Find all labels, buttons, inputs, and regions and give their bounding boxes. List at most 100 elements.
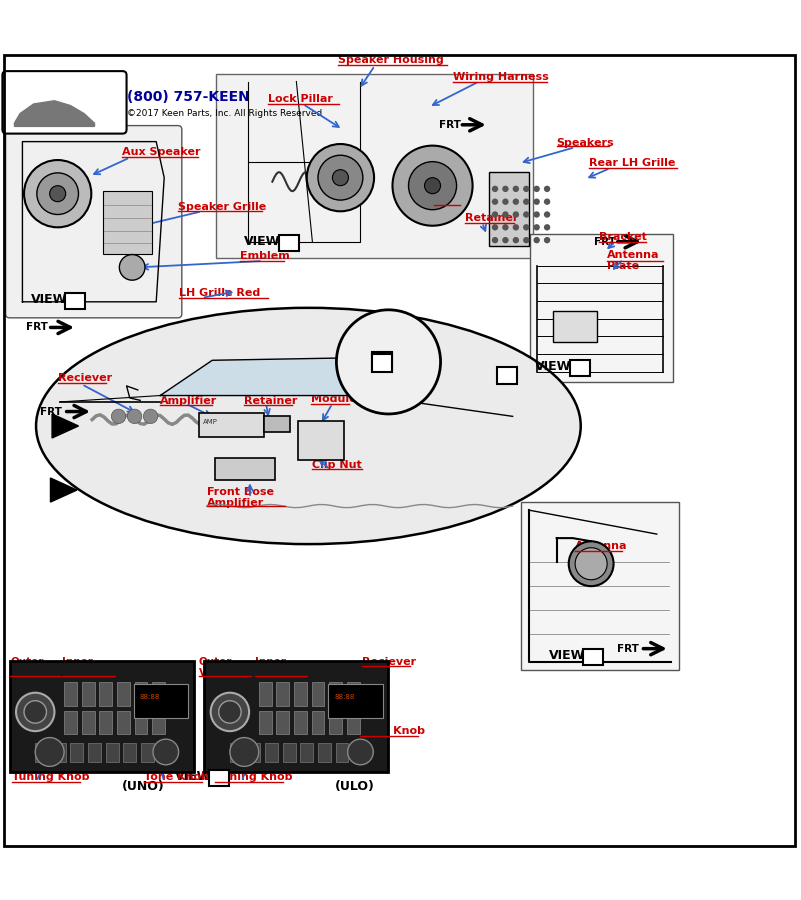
Text: FRT: FRT [617,644,638,653]
FancyBboxPatch shape [82,711,95,733]
FancyBboxPatch shape [123,743,136,762]
FancyBboxPatch shape [336,743,348,762]
FancyBboxPatch shape [209,770,229,787]
Text: Keen Parts: Keen Parts [22,83,115,98]
FancyBboxPatch shape [117,682,130,707]
FancyBboxPatch shape [497,366,517,384]
Text: Bracket: Bracket [599,232,647,242]
Circle shape [544,185,550,192]
Circle shape [153,739,179,765]
Text: Front Bose
Amplifier: Front Bose Amplifier [207,487,274,508]
FancyBboxPatch shape [329,711,342,733]
Text: Tuning Knob: Tuning Knob [215,772,292,782]
Circle shape [544,199,550,205]
FancyBboxPatch shape [264,417,290,432]
Text: ©2017 Keen Parts, Inc. All Rights Reserved: ©2017 Keen Parts, Inc. All Rights Reserv… [127,109,322,118]
FancyBboxPatch shape [259,682,272,707]
Circle shape [523,212,529,218]
Text: Wiring Harness: Wiring Harness [453,72,549,82]
Circle shape [119,255,145,280]
Text: (UNO): (UNO) [122,780,164,793]
FancyBboxPatch shape [230,743,243,762]
Circle shape [513,185,519,192]
Text: Amplifier: Amplifier [160,395,217,406]
Circle shape [544,224,550,230]
Circle shape [37,173,78,214]
Text: B: B [281,237,291,250]
Circle shape [513,212,519,218]
Text: Inner
Vol Knob: Inner Vol Knob [255,657,307,679]
FancyBboxPatch shape [553,311,597,342]
Text: FRT: FRT [439,120,461,130]
FancyBboxPatch shape [279,235,299,251]
Circle shape [523,185,529,192]
FancyBboxPatch shape [135,711,147,733]
Text: Antenna: Antenna [575,541,628,552]
Circle shape [533,212,540,218]
Text: VIEW: VIEW [549,649,585,662]
Circle shape [502,185,509,192]
Text: FRT: FRT [594,237,616,247]
Text: Reciever: Reciever [362,657,417,667]
Circle shape [513,237,519,243]
Text: B: B [373,356,383,368]
Text: A: A [67,294,77,308]
FancyBboxPatch shape [106,743,119,762]
Text: VIEW: VIEW [244,235,280,248]
FancyBboxPatch shape [53,743,66,762]
FancyBboxPatch shape [328,684,383,717]
FancyBboxPatch shape [294,711,307,733]
FancyBboxPatch shape [64,711,77,733]
Circle shape [318,155,363,200]
Circle shape [523,237,529,243]
Text: Speaker Housing: Speaker Housing [338,55,444,65]
Text: FRT: FRT [40,407,62,417]
Text: 88:88: 88:88 [139,694,159,699]
FancyBboxPatch shape [353,743,366,762]
FancyBboxPatch shape [312,682,324,707]
Text: C: C [572,362,581,374]
Text: VIEW: VIEW [175,770,211,783]
Circle shape [409,162,457,210]
FancyBboxPatch shape [372,354,392,372]
FancyBboxPatch shape [276,711,289,733]
FancyBboxPatch shape [215,458,275,481]
Circle shape [143,410,158,424]
Circle shape [513,199,519,205]
Circle shape [544,237,550,243]
FancyBboxPatch shape [88,743,101,762]
Circle shape [502,224,509,230]
Circle shape [502,237,509,243]
Text: A: A [306,440,313,450]
FancyBboxPatch shape [152,682,165,707]
Circle shape [492,224,498,230]
FancyBboxPatch shape [294,682,307,707]
FancyBboxPatch shape [35,743,48,762]
Text: Inner
Vol Knob: Inner Vol Knob [62,657,115,679]
Circle shape [336,310,441,414]
Text: Speakers: Speakers [557,138,614,148]
FancyBboxPatch shape [117,711,130,733]
FancyBboxPatch shape [2,71,127,133]
Text: D: D [586,650,596,663]
FancyBboxPatch shape [135,682,147,707]
Polygon shape [50,478,77,502]
Circle shape [569,541,614,586]
FancyBboxPatch shape [216,74,533,257]
Circle shape [24,160,91,228]
FancyBboxPatch shape [265,743,278,762]
FancyBboxPatch shape [283,743,296,762]
Circle shape [533,199,540,205]
FancyBboxPatch shape [372,352,392,370]
Circle shape [575,548,607,580]
Polygon shape [160,358,400,395]
FancyBboxPatch shape [318,743,331,762]
Text: Retainer: Retainer [244,395,298,406]
FancyBboxPatch shape [583,649,603,665]
FancyBboxPatch shape [259,711,272,733]
FancyBboxPatch shape [300,743,313,762]
Text: Speaker Grille: Speaker Grille [178,202,266,211]
Text: Tone Knob: Tone Knob [360,726,425,736]
Polygon shape [52,414,78,438]
FancyBboxPatch shape [298,421,344,460]
